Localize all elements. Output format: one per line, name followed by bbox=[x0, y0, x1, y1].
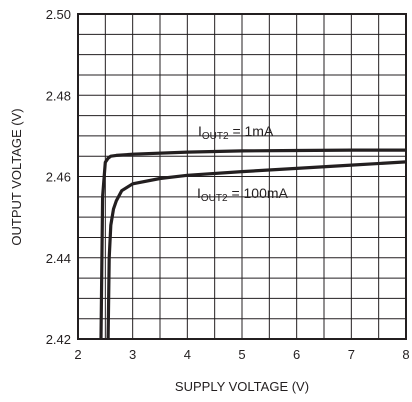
x-tick-label: 2 bbox=[74, 347, 81, 362]
x-tick-label: 5 bbox=[238, 347, 245, 362]
series-label-100ma: IOUT2 = 100mA bbox=[197, 185, 289, 204]
series-label-1ma: IOUT2 = 1mA bbox=[198, 123, 274, 142]
x-tick-label: 3 bbox=[129, 347, 136, 362]
x-tick-label: 6 bbox=[293, 347, 300, 362]
y-tick-label: 2.44 bbox=[46, 251, 71, 266]
y-tick-label: 2.50 bbox=[46, 7, 71, 22]
plot-frame bbox=[77, 13, 407, 340]
series-line-1ma bbox=[99, 148, 406, 340]
series-line-100ma bbox=[106, 160, 407, 340]
tick-labels: 2 3 4 5 6 7 8 2.50 2.48 2.46 2.44 2.42 bbox=[46, 7, 410, 362]
y-tick-label: 2.42 bbox=[46, 332, 71, 347]
y-axis-title: OUTPUT VOLTAGE (V) bbox=[9, 108, 24, 245]
x-axis-title: SUPPLY VOLTAGE (V) bbox=[175, 379, 309, 394]
grid-lines bbox=[78, 14, 406, 339]
x-tick-label: 7 bbox=[348, 347, 355, 362]
y-tick-label: 2.46 bbox=[46, 170, 71, 185]
x-tick-label: 8 bbox=[402, 347, 409, 362]
y-tick-label: 2.48 bbox=[46, 88, 71, 103]
x-tick-label: 4 bbox=[184, 347, 191, 362]
series-lines bbox=[99, 148, 407, 340]
